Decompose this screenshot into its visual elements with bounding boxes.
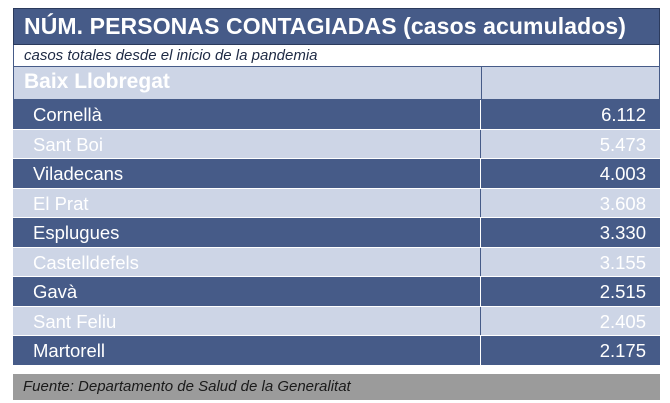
town-name: Cornellà [33,104,102,125]
cases-value: 3.155 [599,251,646,273]
table-row: Sant Feliu 2.405 [13,306,660,336]
table-row: Viladecans 4.003 [13,159,660,189]
town-name: Castelldefels [33,251,139,273]
subtitle-bar: casos totales desde el inicio de la pand… [13,45,660,67]
table-row: Martorell 2.175 [13,336,660,366]
cases-value: 3.608 [599,192,646,214]
table-row: El Prat 3.608 [13,188,660,218]
cases-cell: 2.175 [481,336,660,365]
infographic-table: NÚM. PERSONAS CONTAGIADAS (casos acumula… [13,8,660,400]
region-header-name-cell: Baix Llobregat [14,67,482,99]
cases-value: 2.405 [599,310,646,332]
town-name: Sant Feliu [33,310,117,332]
town-name: Esplugues [33,222,120,243]
town-cell: Sant Feliu [13,306,481,335]
town-name: Sant Boi [33,133,103,155]
town-cell: Gavà [13,277,481,306]
source-text: Fuente: Departamento de Salud de la Gene… [23,378,351,395]
town-name: Martorell [33,340,105,361]
table-row: Sant Boi 5.473 [13,129,660,159]
region-header-row: Baix Llobregat [13,67,660,100]
data-table: Baix Llobregat Cornellà 6.112 Sant Boi 5… [13,67,660,366]
town-cell: Cornellà [13,100,481,129]
cases-cell: 3.330 [481,218,660,247]
table-subtitle: casos totales desde el inicio de la pand… [24,47,318,64]
title-bar: NÚM. PERSONAS CONTAGIADAS (casos acumula… [13,8,660,45]
cases-cell: 3.608 [481,189,660,218]
cases-value: 2.515 [599,281,646,302]
cases-value: 4.003 [599,163,646,184]
town-cell: Castelldefels [13,247,481,276]
town-cell: Viladecans [13,159,481,188]
town-cell: Martorell [13,336,481,365]
table-row: Cornellà 6.112 [13,100,660,130]
region-header-value-cell [482,67,661,99]
cases-cell: 4.003 [481,159,660,188]
town-cell: El Prat [13,188,481,217]
table-row: Esplugues 3.330 [13,218,660,248]
town-cell: Esplugues [13,218,481,247]
region-label: Baix Llobregat [24,70,170,93]
cases-cell: 3.155 [481,248,660,277]
table-row: Gavà 2.515 [13,277,660,307]
cases-value: 6.112 [601,104,646,125]
cases-value: 3.330 [599,222,646,243]
cases-value: 2.175 [599,340,646,361]
source-footer: Fuente: Departamento de Salud de la Gene… [13,374,660,400]
town-cell: Sant Boi [13,129,481,158]
cases-cell: 2.405 [481,307,660,336]
cases-value: 5.473 [599,133,646,155]
table-row: Castelldefels 3.155 [13,247,660,277]
cases-cell: 2.515 [481,277,660,306]
town-name: Gavà [33,281,78,302]
cases-cell: 5.473 [481,130,660,159]
table-title: NÚM. PERSONAS CONTAGIADAS (casos acumula… [24,13,627,39]
cases-cell: 6.112 [481,100,660,129]
town-name: El Prat [33,192,89,214]
town-name: Viladecans [33,163,124,184]
